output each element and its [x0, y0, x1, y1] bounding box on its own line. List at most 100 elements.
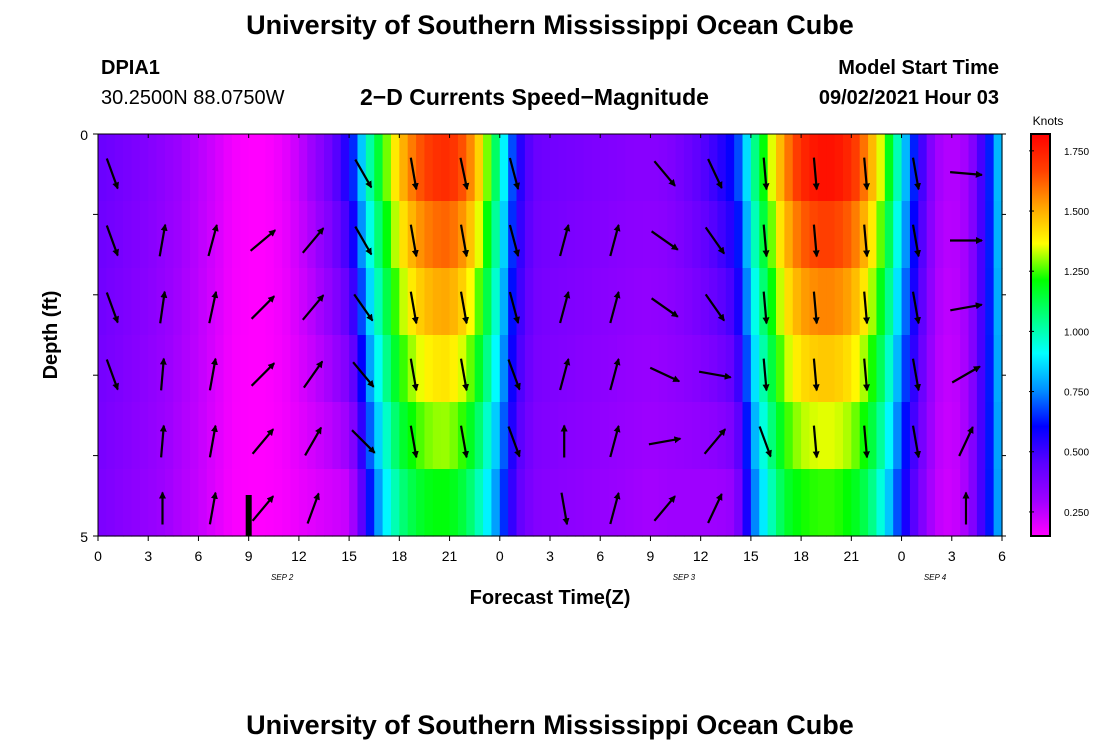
heatmap-cell [499, 402, 509, 470]
current-vector [812, 291, 820, 325]
heatmap-cell [776, 402, 785, 470]
current-vector [409, 358, 419, 392]
heatmap-cell [558, 268, 568, 336]
heatmap-cell [240, 268, 250, 336]
heatmap-cell [675, 402, 685, 470]
heatmap-cell [985, 268, 995, 336]
heatmap-cell [658, 335, 668, 403]
heatmap-cell [541, 134, 551, 202]
current-vector [911, 291, 921, 325]
heatmap-cell [424, 469, 434, 537]
heatmap-cell [399, 201, 409, 269]
current-vector [762, 157, 770, 191]
heatmap-cell [223, 402, 233, 470]
current-vector [352, 361, 375, 388]
heatmap-cell [139, 402, 149, 470]
current-vector [353, 293, 374, 322]
heatmap-cell [148, 134, 158, 202]
heatmap-cell [231, 201, 241, 269]
heatmap-cell [466, 134, 476, 202]
heatmap-cell [658, 134, 668, 202]
heatmap-cell [960, 402, 970, 470]
heatmap-cell [692, 335, 702, 403]
heatmap-cell [332, 335, 342, 403]
heatmap-cell [257, 402, 267, 470]
date-label: SEP 2 [271, 573, 294, 582]
heatmap-cell [231, 402, 241, 470]
heatmap-cell [424, 402, 434, 470]
heatmap-cell [131, 201, 141, 269]
heatmap-cell [817, 335, 827, 403]
heatmap-cell [441, 402, 451, 470]
heatmap-cell [173, 402, 183, 470]
heatmap-cell [767, 134, 777, 202]
heatmap-cell [290, 335, 300, 403]
heatmap-cell [616, 335, 626, 403]
heatmap-cell [390, 268, 400, 336]
heatmap-cell [315, 469, 325, 537]
heatmap-cell [876, 268, 886, 336]
heatmap-cell [784, 335, 794, 403]
heatmap-cell [658, 201, 668, 269]
heatmap-cell [985, 469, 995, 537]
heatmap-cell [491, 268, 501, 336]
heatmap-cell [642, 335, 652, 403]
heatmap-cell [516, 335, 526, 403]
current-vector [762, 224, 770, 258]
heatmap-cell [960, 335, 970, 403]
heatmap-cell [466, 335, 476, 403]
heatmap-cell [148, 469, 158, 537]
heatmap-cell [290, 201, 300, 269]
heatmap-cell [114, 402, 124, 470]
heatmap-cell [993, 201, 1003, 269]
heatmap-cell [357, 469, 367, 537]
heatmap-cell [675, 268, 685, 336]
heatmap-cell [884, 134, 894, 202]
heatmap-cell [390, 469, 400, 537]
heatmap-cell [139, 201, 149, 269]
heatmap-cell [524, 469, 534, 537]
heatmap-cell [734, 134, 744, 202]
heatmap-cell [767, 335, 777, 403]
heatmap-cell [893, 268, 903, 336]
heatmap-cell [524, 134, 534, 202]
current-vector [951, 365, 981, 384]
heatmap-cell [935, 134, 945, 202]
heatmap-cell [516, 134, 526, 202]
current-vector [208, 424, 218, 458]
heatmap-cell [474, 469, 484, 537]
heatmap-cell [901, 134, 911, 202]
current-vector [911, 425, 921, 459]
heatmap-cell [298, 335, 308, 403]
heatmap-cell [466, 469, 476, 537]
heatmap-cell [432, 335, 442, 403]
current-vector [409, 425, 419, 459]
heatmap-cell [106, 469, 116, 537]
x-tick-label: 9 [245, 548, 253, 564]
model-start-label: Model Start Time [838, 57, 999, 79]
heatmap-cell [441, 469, 451, 537]
heatmap-cell [349, 469, 359, 537]
heatmap-cell [717, 134, 727, 202]
current-vector [507, 359, 521, 391]
heatmap-cell [817, 134, 827, 202]
heatmap-cell [976, 469, 986, 537]
heatmap-cell [918, 469, 928, 537]
heatmap-cell [709, 201, 719, 269]
heatmap-cell [123, 268, 133, 336]
x-tick-label: 0 [94, 548, 102, 564]
heatmap-cell [298, 134, 308, 202]
heatmap-cell [616, 134, 626, 202]
heatmap-cell [608, 469, 618, 537]
heatmap-cell [550, 134, 559, 202]
heatmap-cell [558, 402, 568, 470]
heatmap-cell [131, 335, 141, 403]
current-vector [559, 224, 571, 257]
heatmap-cell [926, 134, 936, 202]
heatmap-cell [499, 469, 509, 537]
heatmap-cell [114, 335, 124, 403]
heatmap-cell [943, 134, 953, 202]
heatmap-cell [390, 335, 400, 403]
heatmap-cell [491, 201, 501, 269]
heatmap-cell [675, 201, 685, 269]
